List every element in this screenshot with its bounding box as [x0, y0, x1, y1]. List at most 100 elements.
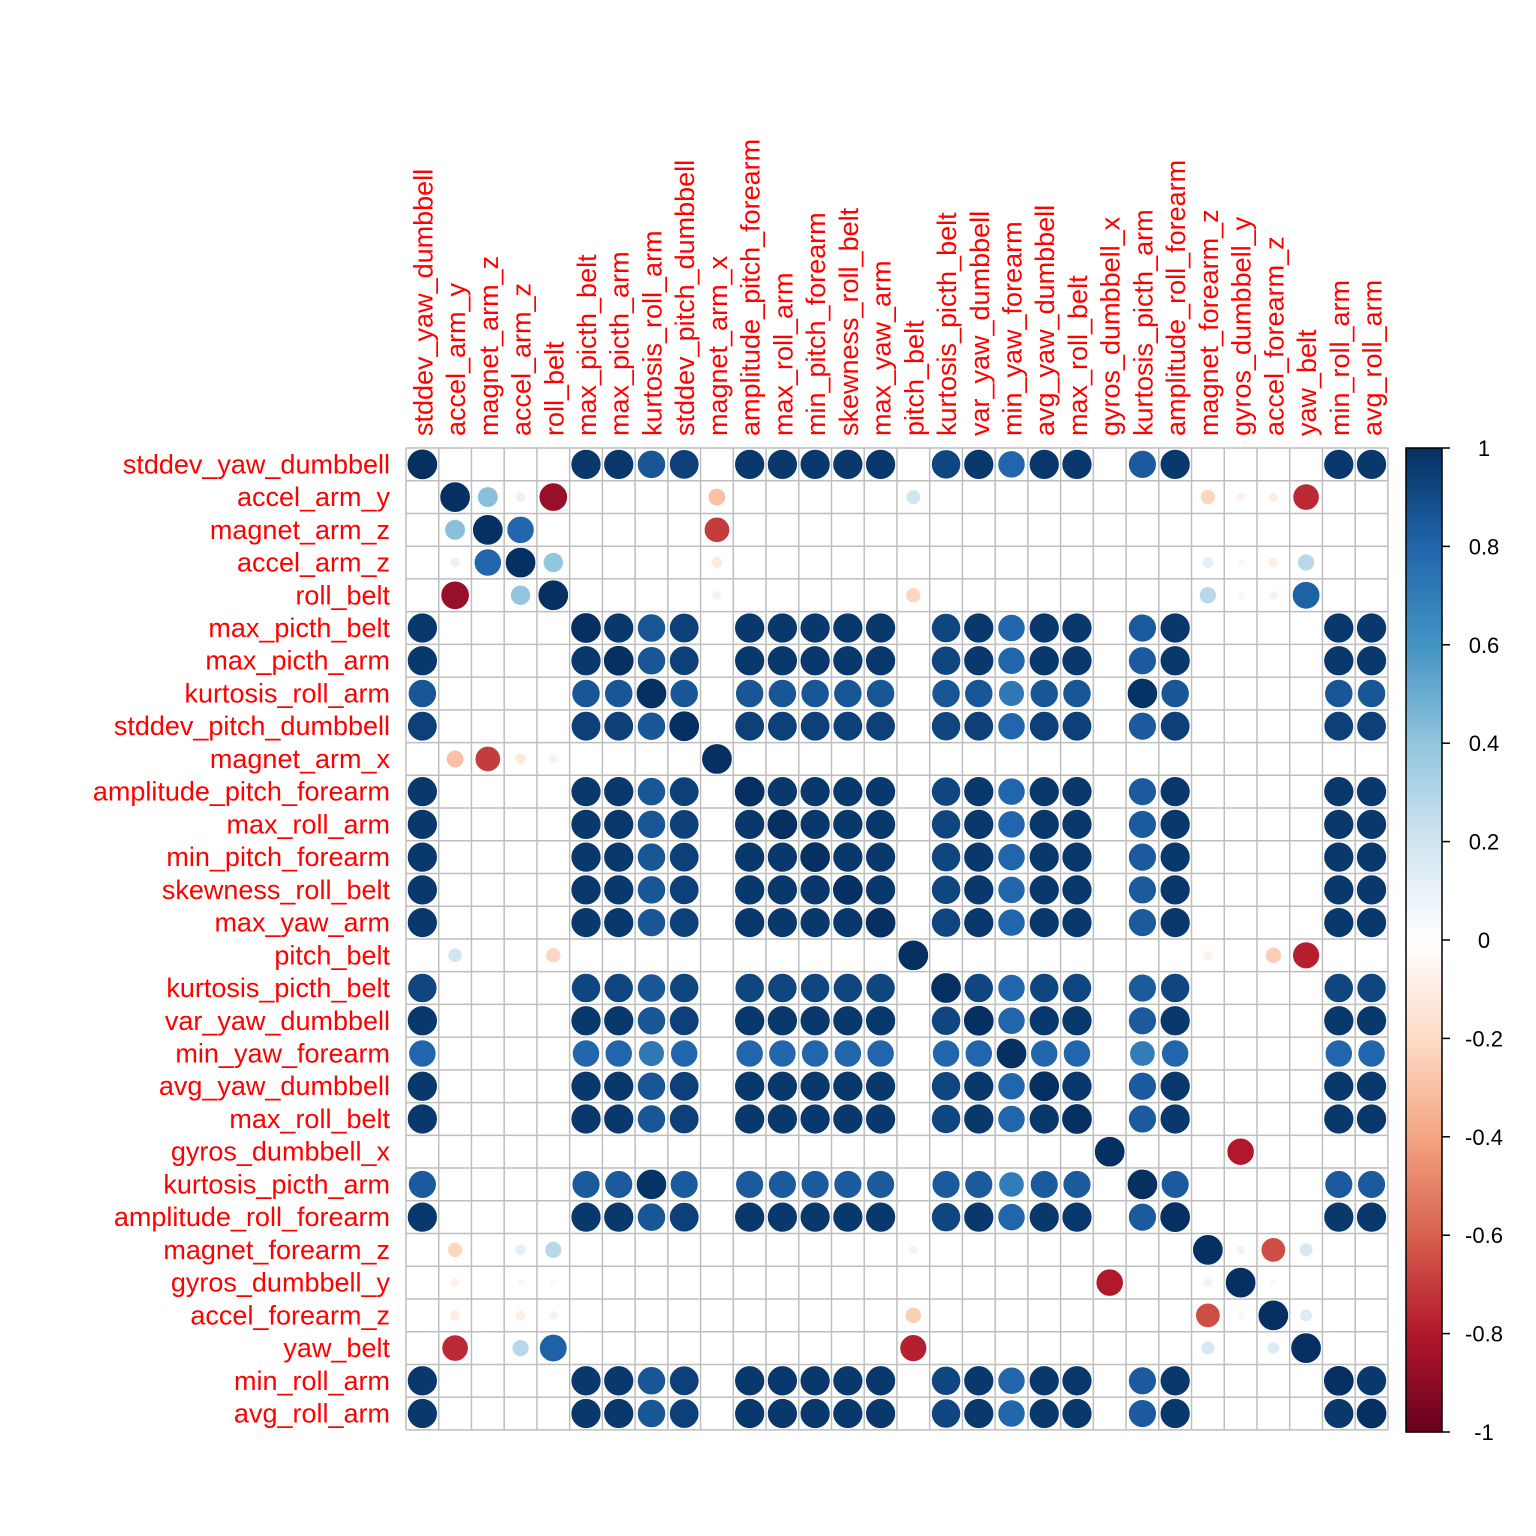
correlation-circle — [636, 776, 667, 807]
legend-band — [1406, 679, 1442, 685]
legend-band — [1406, 521, 1442, 528]
correlation-circle — [1297, 554, 1315, 571]
correlation-circle — [549, 1279, 557, 1287]
correlation-circle — [1127, 613, 1158, 643]
correlation-circle — [1160, 1039, 1190, 1068]
legend-band — [1406, 531, 1442, 538]
column-label: max_roll_arm — [768, 272, 798, 436]
correlation-circle — [963, 841, 995, 873]
correlation-circle — [1127, 1398, 1158, 1429]
correlation-circle — [799, 972, 831, 1004]
legend-band — [1406, 482, 1442, 488]
correlation-circle — [1127, 1006, 1158, 1036]
correlation-circle — [899, 1334, 928, 1363]
legend-band — [1406, 910, 1442, 916]
legend-band — [1406, 920, 1442, 926]
correlation-circle — [636, 613, 667, 643]
correlation-circle — [636, 1366, 667, 1396]
correlation-circle — [439, 481, 471, 513]
correlation-circle — [406, 906, 438, 939]
correlation-circle — [864, 1103, 897, 1135]
correlation-circle — [1028, 645, 1060, 677]
legend-band — [1406, 777, 1442, 784]
correlation-circle — [767, 678, 798, 709]
row-label: skewness_roll_belt — [162, 875, 391, 905]
legend-band — [1406, 1397, 1442, 1404]
correlation-circle — [1062, 1169, 1092, 1200]
correlation-circle — [1355, 448, 1388, 480]
legend-band — [1406, 1274, 1442, 1281]
column-label: min_pitch_forearm — [801, 212, 831, 436]
row-label: avg_yaw_dumbbell — [159, 1071, 390, 1101]
legend-band — [1406, 541, 1442, 547]
legend-band — [1406, 1279, 1442, 1285]
correlation-circle — [546, 948, 561, 963]
row-label: kurtosis_roll_arm — [184, 678, 390, 708]
correlation-circle — [668, 874, 700, 906]
correlation-circle — [962, 1004, 995, 1037]
correlation-circle — [930, 645, 962, 676]
legend-band — [1406, 1018, 1442, 1025]
correlation-circle — [570, 1365, 602, 1397]
correlation-circle — [1127, 449, 1158, 479]
correlation-circle — [799, 1397, 831, 1430]
correlation-circle — [766, 1397, 799, 1430]
legend-band — [1406, 1107, 1442, 1113]
correlation-circle — [406, 612, 438, 644]
correlation-circle — [1127, 1202, 1158, 1232]
correlation-circle — [964, 1169, 994, 1200]
legend-band — [1406, 969, 1442, 976]
legend-band — [1406, 1358, 1442, 1364]
correlation-circle — [1127, 908, 1158, 938]
legend-band — [1406, 516, 1442, 523]
legend-tick-label: 0 — [1478, 928, 1490, 953]
correlation-circle — [1356, 678, 1387, 709]
legend-band — [1406, 1412, 1442, 1418]
legend-tick-label: -1 — [1474, 1420, 1494, 1445]
correlation-circle — [636, 1398, 667, 1429]
correlation-circle — [930, 1201, 962, 1233]
correlation-circle — [571, 1169, 601, 1200]
correlation-circle — [510, 585, 531, 606]
correlation-circle — [538, 1333, 568, 1363]
legend-band — [1406, 1141, 1442, 1148]
correlation-circle — [998, 1171, 1025, 1198]
correlation-circle — [407, 1169, 437, 1200]
correlation-circle — [515, 1244, 526, 1256]
legend-band — [1406, 1299, 1442, 1305]
legend-band — [1406, 649, 1442, 656]
correlation-circle — [734, 448, 766, 480]
correlation-circle — [799, 1103, 831, 1135]
column-label: max_picth_arm — [605, 251, 635, 436]
correlation-circle — [1093, 1135, 1126, 1168]
correlation-circle — [906, 490, 921, 504]
correlation-circle — [1267, 1342, 1280, 1355]
correlation-circle — [1129, 1040, 1156, 1067]
correlation-circle — [1061, 1005, 1093, 1037]
correlation-circles — [406, 448, 1388, 1430]
legend-band — [1406, 502, 1442, 508]
row-label: avg_roll_arm — [234, 1399, 390, 1429]
correlation-circle — [668, 1103, 700, 1135]
legend-band — [1406, 1003, 1442, 1010]
correlation-circle — [963, 448, 995, 480]
correlation-circle — [1061, 1103, 1093, 1135]
correlation-circle — [668, 1070, 700, 1102]
legend-band — [1406, 989, 1442, 995]
legend-band — [1406, 1122, 1442, 1128]
row-label: max_roll_arm — [226, 809, 390, 839]
legend-band — [1406, 876, 1442, 882]
correlation-circle — [1028, 972, 1060, 1004]
legend-tick-label: -0.2 — [1465, 1026, 1503, 1051]
correlation-circle — [408, 1039, 437, 1068]
correlation-circle — [1323, 1103, 1355, 1135]
correlation-circle — [931, 1039, 961, 1068]
correlation-circle — [1323, 645, 1355, 677]
legend-band — [1406, 1417, 1442, 1423]
correlation-circle — [703, 516, 731, 544]
correlation-circle — [1159, 1365, 1191, 1397]
correlation-circle — [1159, 776, 1191, 808]
correlation-circle — [734, 678, 765, 709]
legend-band — [1406, 664, 1442, 670]
correlation-circle — [711, 557, 723, 568]
